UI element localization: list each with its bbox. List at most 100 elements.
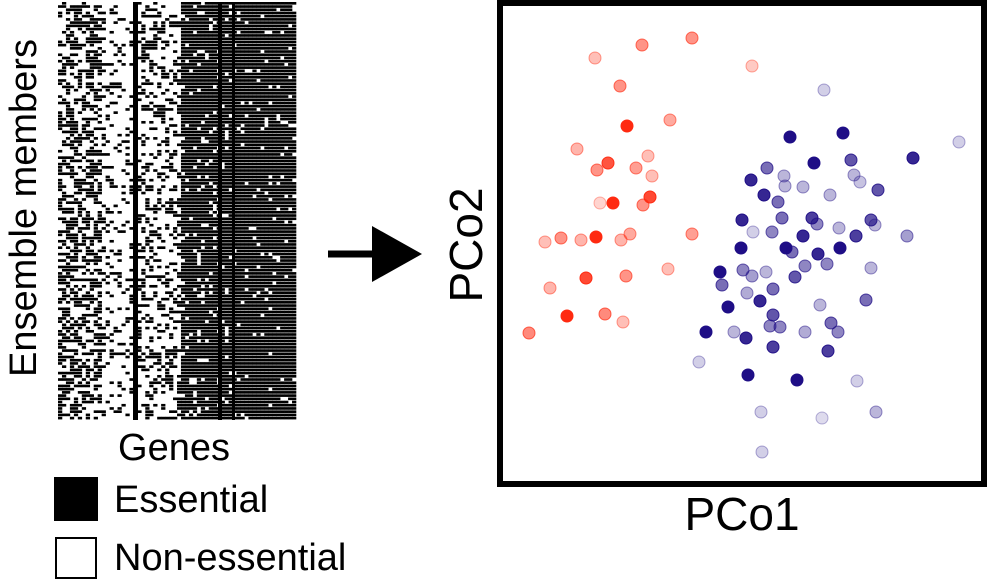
heatmap-cell bbox=[58, 246, 63, 250]
heatmap-cell bbox=[109, 11, 114, 15]
heatmap-cell bbox=[292, 47, 297, 50]
heatmap-cell bbox=[97, 374, 102, 378]
heatmap-cell bbox=[61, 198, 67, 201]
heatmap-cell bbox=[137, 98, 142, 102]
heatmap-cell bbox=[284, 130, 289, 134]
heatmap-cell bbox=[212, 349, 217, 352]
heatmap-cell bbox=[244, 204, 249, 208]
heatmap-cell bbox=[244, 265, 249, 269]
heatmap-cell bbox=[276, 291, 281, 295]
heatmap-cell bbox=[252, 410, 257, 413]
heatmap-cell bbox=[73, 259, 79, 262]
heatmap-cell bbox=[184, 137, 190, 140]
heatmap-cell bbox=[264, 355, 269, 359]
heatmap-cell bbox=[252, 397, 257, 401]
heatmap-cell bbox=[200, 69, 206, 73]
heatmap-cell bbox=[58, 43, 63, 47]
heatmap-cell bbox=[224, 47, 229, 50]
heatmap-cell bbox=[180, 79, 186, 82]
heatmap-cell bbox=[264, 349, 269, 352]
heatmap-cell bbox=[244, 217, 249, 221]
heatmap-cell bbox=[228, 92, 233, 95]
heatmap-cell bbox=[85, 236, 91, 240]
heatmap-cell bbox=[248, 233, 253, 237]
heatmap-cell bbox=[252, 47, 257, 50]
heatmap-cell bbox=[276, 320, 281, 323]
heatmap-cell bbox=[240, 374, 245, 378]
heatmap-cell bbox=[161, 204, 166, 208]
heatmap-cell bbox=[93, 384, 98, 388]
heatmap-cell bbox=[97, 98, 102, 102]
heatmap-cell bbox=[276, 43, 281, 47]
heatmap-cell bbox=[184, 114, 190, 118]
heatmap-cell bbox=[184, 85, 190, 89]
heatmap-cell bbox=[69, 365, 75, 368]
heatmap-cell bbox=[93, 268, 98, 272]
heatmap-cell bbox=[280, 47, 285, 50]
heatmap-cell bbox=[260, 75, 265, 79]
heatmap-cell bbox=[236, 239, 241, 243]
heatmap-cell bbox=[200, 339, 206, 343]
heatmap-cell bbox=[145, 410, 150, 413]
heatmap-cell bbox=[188, 50, 194, 53]
heatmap-cell bbox=[264, 34, 269, 37]
heatmap-cell bbox=[272, 79, 277, 82]
heatmap-cell bbox=[177, 243, 182, 246]
heatmap-cell bbox=[200, 5, 206, 8]
heatmap-panel: Ensemble members Genes bbox=[3, 2, 297, 469]
heatmap-cell bbox=[58, 339, 63, 343]
heatmap-cell bbox=[276, 92, 281, 95]
heatmap-cell bbox=[141, 352, 146, 356]
heatmap-cell bbox=[180, 349, 186, 352]
heatmap-cell bbox=[284, 88, 289, 92]
heatmap-cell bbox=[81, 156, 87, 159]
heatmap-cell bbox=[65, 40, 71, 44]
heatmap-cell bbox=[73, 301, 79, 304]
heatmap-cell bbox=[177, 24, 182, 28]
heatmap-cell bbox=[288, 394, 293, 397]
heatmap-cell bbox=[208, 207, 213, 211]
heatmap-cell bbox=[280, 297, 285, 301]
heatmap-cell bbox=[204, 391, 210, 394]
heatmap-cell bbox=[93, 323, 98, 327]
heatmap-cell bbox=[256, 185, 261, 188]
heatmap-cell bbox=[276, 124, 281, 127]
heatmap-cell bbox=[292, 252, 297, 256]
heatmap-cell bbox=[188, 59, 194, 63]
heatmap-cell bbox=[292, 165, 297, 169]
heatmap-cell bbox=[220, 313, 225, 317]
heatmap-cell bbox=[260, 387, 265, 391]
heatmap-cell bbox=[220, 114, 225, 118]
heatmap-cell bbox=[188, 30, 194, 34]
heatmap-cell bbox=[180, 133, 186, 137]
heatmap-cell bbox=[228, 14, 233, 18]
heatmap-cell bbox=[192, 63, 198, 66]
heatmap-cell bbox=[184, 246, 190, 250]
heatmap-cell bbox=[188, 8, 194, 12]
heatmap-cell bbox=[252, 153, 257, 156]
heatmap-cell bbox=[173, 185, 178, 188]
heatmap-cell bbox=[145, 355, 150, 359]
heatmap-cell bbox=[93, 137, 98, 140]
heatmap-cell bbox=[58, 371, 63, 375]
heatmap-cell bbox=[97, 5, 102, 8]
heatmap-cell bbox=[58, 172, 63, 176]
heatmap-cell bbox=[208, 339, 213, 343]
heatmap-cell bbox=[228, 400, 233, 404]
heatmap-cell bbox=[280, 182, 285, 185]
heatmap-cell bbox=[153, 326, 158, 330]
heatmap-cell bbox=[212, 333, 217, 336]
heatmap-cell bbox=[228, 346, 233, 349]
heatmap-cell bbox=[292, 92, 297, 95]
heatmap-cell bbox=[188, 156, 194, 159]
heatmap-cell bbox=[73, 172, 79, 176]
heatmap-cell bbox=[141, 140, 146, 143]
heatmap-cell bbox=[141, 178, 146, 182]
heatmap-cell bbox=[268, 37, 273, 41]
heatmap-cell bbox=[212, 239, 217, 243]
heatmap-cell bbox=[196, 47, 202, 50]
heatmap-cell bbox=[165, 371, 170, 375]
heatmap-cell bbox=[81, 259, 87, 262]
heatmap-cell bbox=[141, 82, 146, 86]
heatmap-cell bbox=[220, 317, 225, 320]
